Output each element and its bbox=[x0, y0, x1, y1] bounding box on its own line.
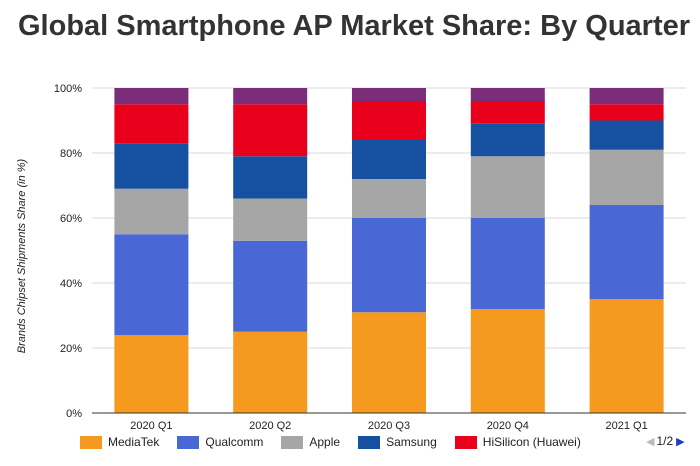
legend-swatch-apple bbox=[281, 435, 304, 449]
x-tick-label: 2020 Q4 bbox=[487, 420, 529, 432]
bar-segment-apple bbox=[352, 179, 426, 218]
legend-pager: ◀ 1/2 ▶ bbox=[646, 434, 685, 448]
legend-label-samsung: Samsung bbox=[386, 435, 437, 449]
x-tick-label: 2021 Q1 bbox=[605, 420, 647, 432]
bar-segment-apple bbox=[470, 156, 545, 218]
x-tick-label: 2020 Q3 bbox=[368, 420, 410, 432]
legend-label-qualcomm: Qualcomm bbox=[205, 435, 264, 449]
legend-item-mediatek[interactable]: MediaTek bbox=[80, 435, 159, 449]
bar-segment-mediatek bbox=[114, 335, 189, 413]
bar-segment-apple bbox=[589, 149, 664, 205]
legend: MediaTek Qualcomm Apple Samsung HiSilico… bbox=[80, 433, 599, 451]
legend-item-hisilicon[interactable]: HiSilicon (Huawei) bbox=[454, 435, 581, 449]
x-tick-label: 2020 Q1 bbox=[130, 420, 172, 432]
y-tick-label: 0% bbox=[66, 408, 82, 420]
bar-segment-qualcomm bbox=[352, 218, 426, 313]
bar-segment-samsung bbox=[352, 140, 426, 179]
bar-segment-mediatek bbox=[233, 331, 308, 413]
bar-segment-other bbox=[233, 88, 308, 105]
bar-segment-qualcomm bbox=[470, 218, 545, 309]
legend-swatch-mediatek bbox=[80, 435, 102, 449]
y-tick-label: 40% bbox=[60, 278, 82, 290]
y-tick-label: 80% bbox=[60, 148, 82, 160]
bar-segment-mediatek bbox=[470, 309, 545, 413]
y-axis-label: Brands Chipset Shipments Share (in %) bbox=[16, 158, 28, 354]
bar-segment-apple bbox=[114, 188, 189, 235]
bar-segment-other bbox=[470, 88, 545, 101]
legend-item-apple[interactable]: Apple bbox=[281, 435, 340, 449]
bar-segment-hisilicon-huawei bbox=[233, 104, 308, 157]
bar-segment-qualcomm bbox=[114, 234, 189, 335]
bar-segment-hisilicon-huawei bbox=[470, 101, 545, 124]
legend-item-samsung[interactable]: Samsung bbox=[358, 435, 437, 449]
pager-prev-icon[interactable]: ◀ bbox=[646, 435, 655, 448]
bar-segment-other bbox=[114, 88, 189, 105]
bar-segment-mediatek bbox=[589, 299, 664, 413]
chart-title: Global Smartphone AP Market Share: By Qu… bbox=[18, 10, 691, 42]
legend-swatch-samsung bbox=[358, 435, 381, 449]
legend-item-qualcomm[interactable]: Qualcomm bbox=[177, 435, 263, 449]
bar-segment-other bbox=[352, 88, 426, 101]
legend-swatch-qualcomm bbox=[177, 435, 200, 449]
bar-segment-samsung bbox=[233, 156, 308, 199]
y-tick-label: 100% bbox=[54, 83, 82, 95]
bar-segment-samsung bbox=[114, 143, 189, 189]
bar-segment-hisilicon-huawei bbox=[589, 104, 664, 121]
x-tick-label: 2020 Q2 bbox=[249, 420, 291, 432]
pager-text: 1/2 bbox=[656, 434, 674, 448]
bar-segment-hisilicon-huawei bbox=[352, 101, 426, 140]
bar-segment-mediatek bbox=[352, 312, 426, 413]
bar-segment-other bbox=[589, 88, 664, 105]
pager-next-icon[interactable]: ▶ bbox=[676, 435, 685, 448]
bar-segment-qualcomm bbox=[233, 240, 308, 332]
bar-segment-samsung bbox=[589, 120, 664, 150]
y-tick-label: 60% bbox=[60, 213, 82, 225]
legend-swatch-hisilicon bbox=[454, 435, 477, 449]
bar-segment-samsung bbox=[470, 123, 545, 157]
bar-segment-qualcomm bbox=[589, 205, 664, 300]
legend-label-hisilicon: HiSilicon (Huawei) bbox=[482, 435, 581, 449]
bar-segment-apple bbox=[233, 198, 308, 241]
bar-segment-hisilicon-huawei bbox=[114, 104, 189, 144]
legend-label-mediatek: MediaTek bbox=[108, 435, 160, 449]
legend-label-apple: Apple bbox=[309, 435, 341, 449]
y-tick-label: 20% bbox=[60, 343, 82, 355]
